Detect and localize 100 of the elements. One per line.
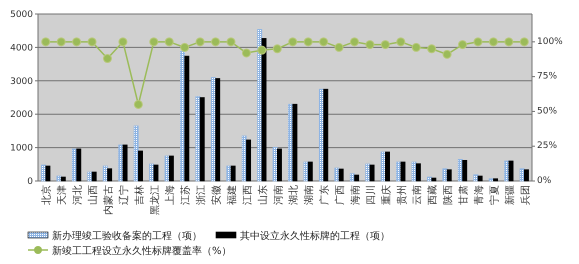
- point: [56, 37, 66, 46]
- bar: [134, 126, 139, 182]
- y2-tick-label: 75%: [537, 72, 558, 82]
- x-tick-label: 江西: [241, 185, 254, 205]
- point: [41, 37, 50, 46]
- point: [272, 44, 282, 54]
- bar: [338, 168, 344, 182]
- point: [365, 40, 374, 50]
- x-tick-label: 山东: [256, 185, 269, 205]
- x-tick-label: 西藏: [426, 185, 439, 205]
- bar: [308, 162, 313, 182]
- legend-label: 新办理竣工验收备案的工程（项）: [52, 230, 202, 242]
- point: [520, 37, 529, 46]
- bar: [164, 156, 170, 182]
- x-tick-label: 河南: [272, 185, 284, 205]
- bar: [200, 97, 205, 182]
- x-tick-label: 云南: [411, 185, 424, 205]
- x-tick-label: 内蒙古: [102, 185, 114, 215]
- x-tick-label: 辽宁: [118, 185, 130, 205]
- bar: [262, 38, 266, 182]
- bar: [45, 166, 50, 182]
- bar: [107, 168, 112, 182]
- bar: [427, 176, 432, 182]
- bar: [60, 176, 66, 182]
- point: [442, 50, 452, 59]
- point: [164, 37, 174, 46]
- point: [149, 37, 158, 46]
- bar: [180, 51, 185, 182]
- x-tick-label: 甘肃: [458, 185, 470, 205]
- point: [473, 37, 482, 46]
- bar: [446, 169, 452, 182]
- bar: [431, 178, 436, 182]
- x-tick-label: 河北: [72, 185, 84, 205]
- point: [242, 48, 251, 58]
- y-tick-label: 0: [27, 177, 34, 187]
- bar: [72, 148, 77, 182]
- bar: [462, 160, 468, 182]
- bar: [230, 166, 236, 182]
- x-tick-label: 北京: [40, 185, 53, 205]
- bar: [215, 78, 220, 182]
- point: [319, 37, 328, 46]
- bar: [396, 162, 402, 182]
- point: [504, 37, 514, 46]
- x-tick-label: 四川: [364, 185, 377, 205]
- bar: [272, 146, 278, 182]
- point: [226, 37, 236, 46]
- x-tick-label: 湖北: [288, 185, 300, 205]
- bar: [370, 164, 375, 182]
- bar: [416, 163, 421, 182]
- bar: [276, 148, 282, 182]
- point: [180, 42, 190, 52]
- bar: [385, 152, 390, 182]
- x-tick-label: 兵团: [519, 185, 532, 205]
- x-tick-label: 湖南: [303, 185, 316, 205]
- x-tick-label: 广西: [334, 185, 346, 205]
- y2-tick-label: 100%: [537, 36, 564, 47]
- x-tick-label: 黑龙江: [148, 185, 161, 215]
- y-tick-label: 1000: [10, 144, 34, 154]
- x-tick-label: 上海: [164, 185, 176, 205]
- y-tick-label: 3000: [10, 76, 34, 87]
- point: [88, 37, 97, 46]
- x-tick-label: 宁夏: [488, 185, 500, 205]
- point: [118, 37, 128, 46]
- bar: [318, 88, 324, 182]
- point: [458, 40, 468, 50]
- bar: [138, 150, 143, 182]
- bar: [149, 164, 154, 182]
- legend-label: 新竣工工程设立永久性标牌覆盖率（%）: [52, 245, 232, 257]
- x-tick-label: 广东: [318, 185, 331, 205]
- point: [134, 100, 143, 109]
- point: [102, 54, 112, 64]
- point: [488, 37, 498, 46]
- y2-tick-label: 0%: [537, 176, 552, 186]
- point: [427, 44, 436, 54]
- bar: [442, 168, 448, 182]
- bar: [504, 160, 510, 182]
- point: [304, 37, 313, 46]
- x-tick-label: 浙江: [195, 185, 208, 205]
- bar: [292, 104, 298, 182]
- legend-label: 其中设立永久性标牌的工程（项）: [240, 230, 390, 242]
- x-tick-label: 山西: [87, 185, 100, 205]
- bar: [478, 176, 483, 182]
- bar: [354, 174, 360, 182]
- y-tick-label: 4000: [10, 43, 34, 54]
- point: [412, 42, 421, 52]
- x-tick-label: 重庆: [380, 185, 392, 205]
- point: [350, 37, 359, 46]
- x-tick-label: 陕西: [442, 185, 454, 205]
- y-tick-label: 2000: [10, 110, 34, 120]
- point: [196, 37, 205, 46]
- bar: [122, 144, 128, 182]
- x-tick-label: 福建: [226, 185, 238, 205]
- point: [288, 37, 298, 46]
- bar: [304, 162, 308, 182]
- y2-tick-label: 50%: [537, 106, 558, 116]
- bar: [41, 164, 46, 182]
- x-tick-label: 安徽: [210, 185, 223, 205]
- bar: [323, 88, 328, 182]
- bar: [184, 56, 190, 182]
- x-tick-label: 天津: [56, 185, 68, 205]
